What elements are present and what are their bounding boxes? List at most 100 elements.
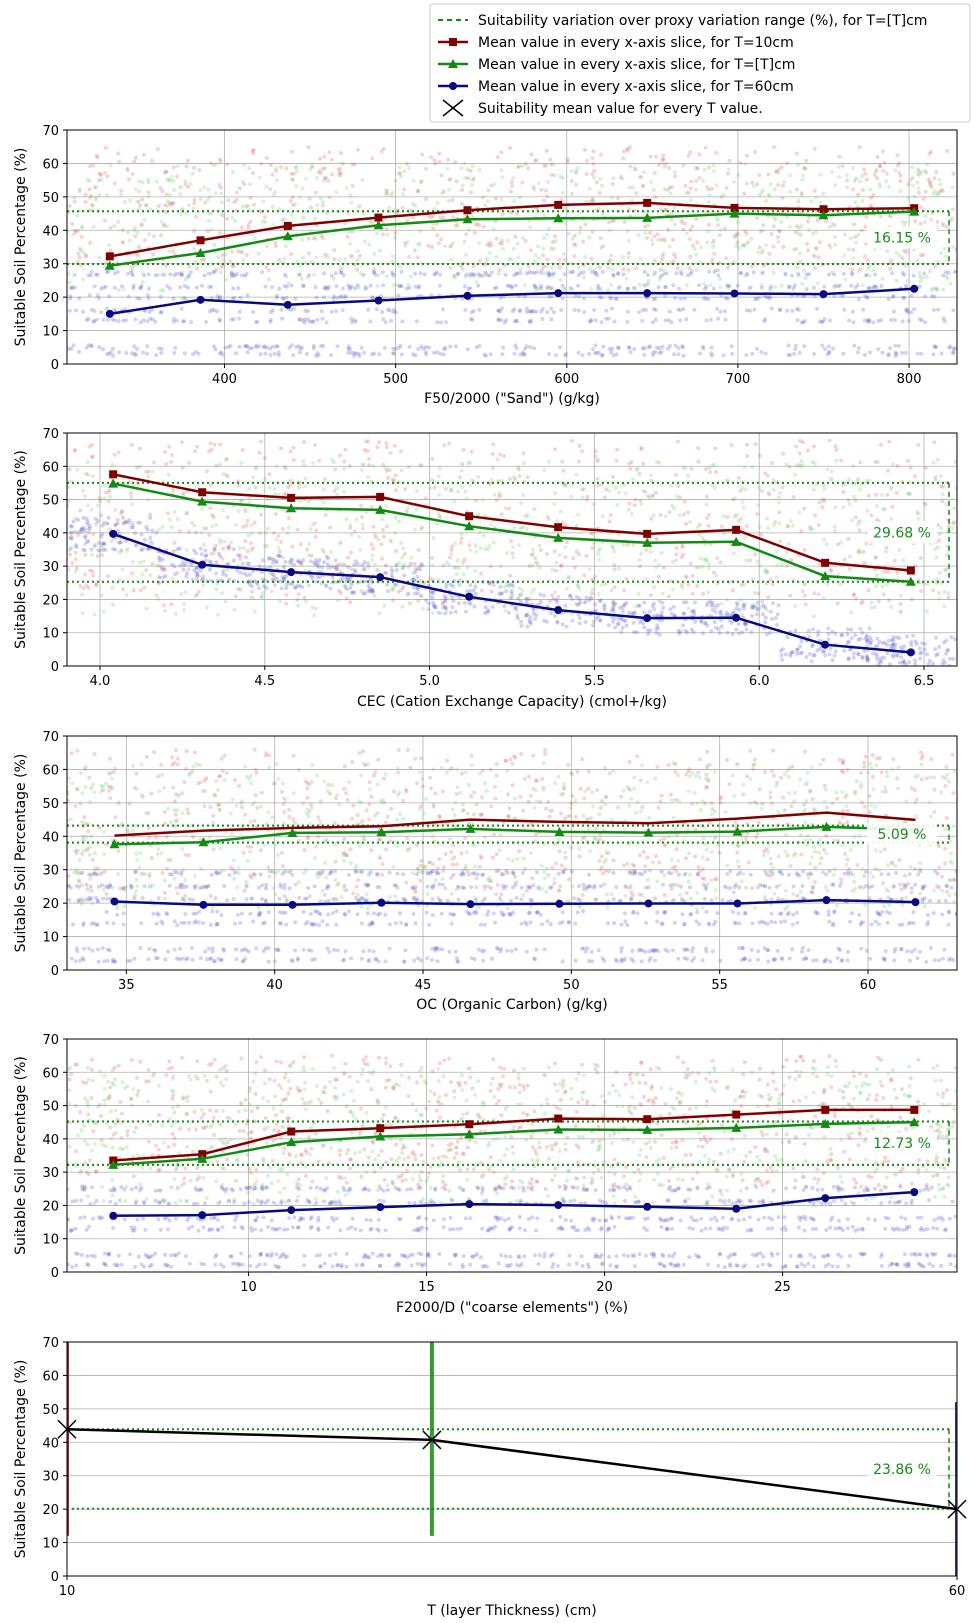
- scatter-point: [888, 266, 893, 271]
- scatter-point: [258, 531, 263, 535]
- scatter-point: [208, 506, 213, 510]
- scatter-point: [343, 584, 348, 589]
- legend-entry: Mean value in every x-axis slice, for T=…: [438, 35, 794, 51]
- scatter-point: [594, 350, 599, 355]
- scatter-point: [893, 350, 898, 355]
- scatter-point: [611, 273, 616, 278]
- scatter-point: [713, 610, 718, 614]
- scatter-point: [305, 275, 310, 280]
- scatter-point: [416, 242, 421, 247]
- scatter-point: [553, 613, 557, 618]
- scatter-point: [796, 273, 801, 278]
- scatter-point: [92, 309, 97, 313]
- data-point: [732, 613, 741, 622]
- scatter-point: [390, 254, 395, 259]
- scatter-point: [415, 255, 420, 260]
- scatter-point: [375, 568, 380, 572]
- scatter-point: [121, 521, 126, 526]
- scatter-point: [480, 498, 485, 503]
- series-3: [105, 284, 919, 318]
- scatter-point: [172, 350, 177, 355]
- scatter-point: [616, 566, 621, 571]
- scatter-point: [642, 283, 647, 288]
- scatter-point: [218, 295, 222, 299]
- scatter-point: [408, 601, 412, 606]
- scatter-point: [439, 237, 444, 242]
- scatter-point: [329, 157, 334, 162]
- scatter-point: [162, 170, 167, 175]
- scatter-point: [344, 596, 349, 601]
- scatter-point: [259, 439, 263, 444]
- scatter-point: [631, 543, 636, 548]
- scatter-point: [295, 169, 299, 174]
- scatter-point: [891, 654, 896, 659]
- scatter-point: [163, 573, 168, 578]
- scatter-point: [485, 273, 490, 278]
- scatter-point: [832, 528, 837, 533]
- scatter-point: [353, 559, 358, 564]
- scatter-point: [881, 592, 886, 597]
- scatter-point: [640, 346, 645, 351]
- scatter-point: [528, 345, 533, 350]
- scatter-point: [878, 184, 883, 189]
- scatter-point: [362, 560, 367, 565]
- scatter-point: [419, 463, 424, 468]
- scatter-point: [524, 526, 529, 531]
- scatter-point: [593, 351, 598, 356]
- scatter-point: [283, 559, 288, 564]
- scatter-point: [706, 590, 711, 595]
- scatter-point: [175, 174, 180, 179]
- scatter-point: [830, 270, 834, 275]
- scatter-point: [597, 618, 602, 623]
- scatter-point: [393, 236, 398, 240]
- scatter-point: [590, 156, 595, 161]
- scatter-point: [518, 308, 523, 313]
- scatter-point: [399, 541, 403, 545]
- scatter-point: [780, 647, 785, 652]
- scatter-point: [340, 286, 345, 291]
- scatter-point: [742, 536, 747, 541]
- scatter-point: [149, 541, 154, 546]
- scatter-point: [302, 848, 307, 852]
- scatter-point: [179, 273, 184, 277]
- scatter-point: [275, 293, 279, 298]
- scatter-point: [860, 656, 865, 661]
- scatter-point: [649, 180, 654, 184]
- scatter-point: [68, 286, 73, 291]
- scatter-point: [813, 246, 818, 251]
- scatter-point: [397, 284, 402, 289]
- scatter-point: [95, 272, 100, 277]
- scatter-point: [563, 555, 568, 560]
- scatter-point: [712, 485, 717, 490]
- scatter-point: [946, 270, 951, 275]
- scatter-point: [515, 616, 520, 621]
- scatter-point: [951, 346, 956, 351]
- scatter-point: [377, 352, 382, 357]
- scatter-point: [131, 286, 136, 291]
- scatter-point: [912, 194, 917, 199]
- scatter-point: [875, 756, 879, 761]
- scatter-point: [710, 807, 715, 812]
- scatter-point: [740, 613, 745, 618]
- scatter-point: [813, 229, 818, 234]
- scatter-point: [750, 180, 755, 185]
- scatter-point: [413, 203, 418, 208]
- scatter-point: [130, 559, 135, 564]
- scatter-point: [324, 320, 329, 325]
- scatter-point: [531, 547, 535, 552]
- scatter-point: [584, 172, 589, 177]
- scatter-point: [313, 190, 318, 195]
- scatter-point: [401, 546, 406, 551]
- scatter-point: [642, 610, 647, 615]
- scatter-point: [664, 161, 668, 166]
- scatter-point: [159, 347, 164, 351]
- scatter-point: [876, 319, 881, 323]
- scatter-point: [100, 546, 105, 551]
- scatter-point: [514, 318, 519, 323]
- scatter-point: [205, 469, 209, 474]
- scatter-point: [431, 214, 436, 218]
- scatter-point: [695, 565, 699, 570]
- data-point: [463, 291, 472, 300]
- scatter-point: [92, 185, 97, 190]
- scatter-point: [802, 165, 807, 170]
